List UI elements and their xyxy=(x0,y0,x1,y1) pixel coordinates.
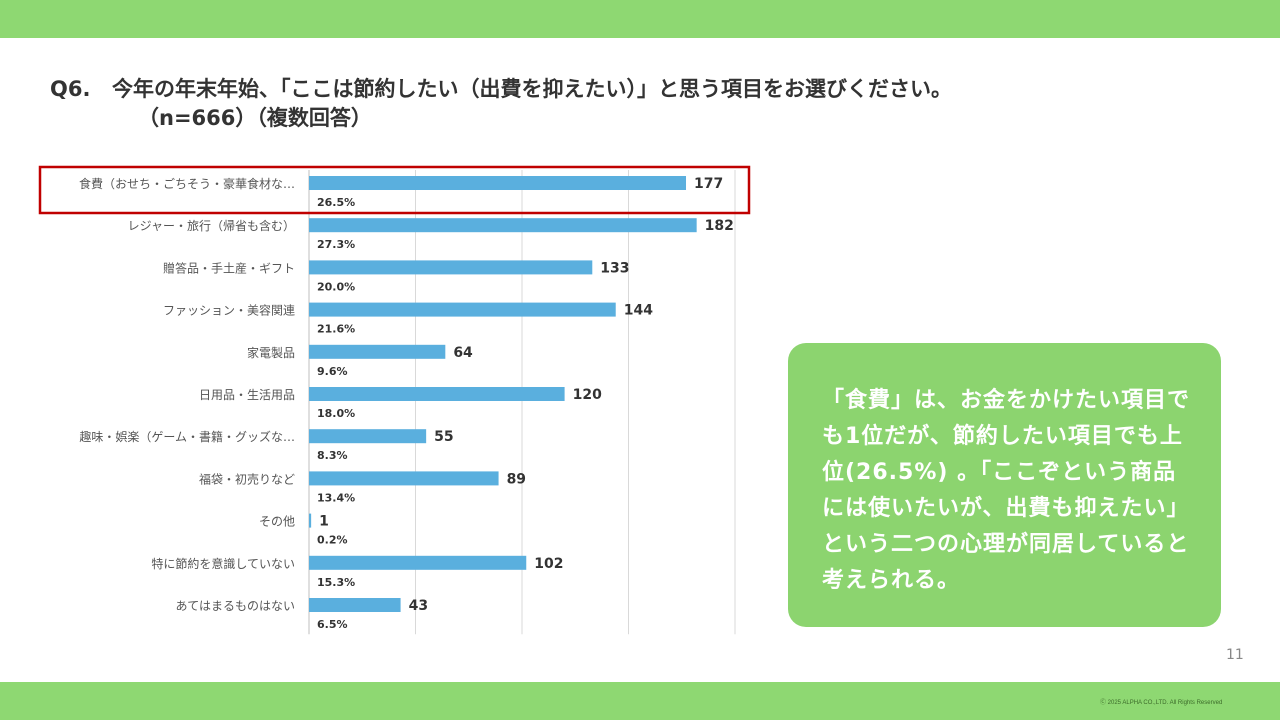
bar xyxy=(309,176,687,190)
value-label: 64 xyxy=(453,345,473,361)
bar xyxy=(309,429,427,444)
bar xyxy=(309,471,499,486)
bar xyxy=(309,344,446,359)
category-label: ファッション・美容関連 xyxy=(163,303,295,318)
category-label: 日用品・生活用品 xyxy=(199,388,295,402)
value-label: 1 xyxy=(319,514,329,530)
category-label: 家電製品 xyxy=(247,345,295,360)
question-title: Q6. 今年の年末年始、「ここは節約したい（出費を抑えたい）」と思う項目をお選びく… xyxy=(50,74,952,104)
copyright-notice: Ⓒ 2025 ALPHA CO.,LTD. All Rights Reserve… xyxy=(1100,700,1223,706)
question-sample-note: （n=666）（複数回答） xyxy=(138,106,372,130)
category-label: 食費（おせち・ごちそう・豪華食材な… xyxy=(79,176,295,191)
category-label: レジャー・旅行（帰省も含む） xyxy=(128,218,295,233)
value-label: 182 xyxy=(705,218,734,234)
percent-label: 20.0% xyxy=(317,280,355,293)
bar xyxy=(309,555,527,570)
percent-label: 6.5% xyxy=(317,618,348,631)
category-label: あてはまるものはない xyxy=(175,599,295,613)
bar xyxy=(309,260,593,275)
question-text: 今年の年末年始、「ここは節約したい（出費を抑えたい）」と思う項目をお選びください… xyxy=(112,77,952,101)
bar xyxy=(309,598,401,612)
percent-label: 27.3% xyxy=(317,238,355,251)
callout-box: 「食費」は、お金をかけたい項目でも1位だが、節約したい項目でも上位(26.5%)… xyxy=(788,343,1221,627)
bar xyxy=(309,513,312,528)
percent-label: 26.5% xyxy=(317,196,355,209)
percent-label: 9.6% xyxy=(317,365,348,378)
category-label: 趣味・娯楽（ゲーム・書籍・グッズな… xyxy=(79,429,295,444)
category-label: 贈答品・手土産・ギフト xyxy=(163,260,295,275)
value-label: 144 xyxy=(624,303,653,319)
percent-label: 18.0% xyxy=(317,407,355,420)
page-number: 11 xyxy=(1226,647,1244,663)
category-label: 福袋・初売りなど xyxy=(199,471,295,486)
percent-label: 13.4% xyxy=(317,491,355,504)
value-label: 102 xyxy=(534,556,563,572)
bar xyxy=(309,218,697,233)
question-number: Q6. xyxy=(50,77,91,101)
value-label: 89 xyxy=(507,471,526,487)
highlight-frame xyxy=(38,165,751,215)
value-label: 133 xyxy=(600,260,629,276)
bar xyxy=(309,302,616,317)
percent-label: 0.2% xyxy=(317,534,348,547)
bar xyxy=(309,387,565,401)
bottom-accent-band xyxy=(0,682,1280,720)
value-label: 55 xyxy=(434,429,453,445)
category-label: その他 xyxy=(259,515,295,529)
callout-text: 「食費」は、お金をかけたい項目でも1位だが、節約したい項目でも上位(26.5%)… xyxy=(822,388,1191,593)
value-label: 43 xyxy=(409,598,428,614)
top-accent-band xyxy=(0,0,1280,38)
percent-label: 21.6% xyxy=(317,323,355,336)
percent-label: 8.3% xyxy=(317,449,348,462)
value-label: 120 xyxy=(573,387,602,403)
value-label: 177 xyxy=(694,176,723,192)
percent-label: 15.3% xyxy=(317,576,355,589)
category-label: 特に節約を意識していない xyxy=(151,556,295,571)
